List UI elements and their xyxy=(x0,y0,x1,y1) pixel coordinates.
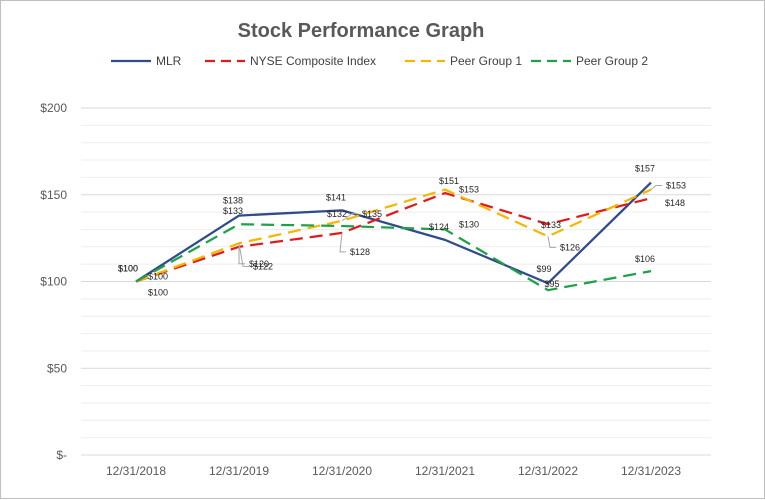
series-line-peer-group-1 xyxy=(135,188,652,283)
data-label: $138 xyxy=(223,196,243,206)
x-tick-label: 12/31/2021 xyxy=(415,464,475,478)
data-label: $100 xyxy=(118,264,138,274)
legend-item[interactable]: NYSE Composite Index xyxy=(205,54,376,68)
series-line-peer-group-2 xyxy=(135,223,652,292)
series-line-mlr xyxy=(135,181,652,285)
series-line-nyse-composite-index xyxy=(135,191,652,283)
legend-item[interactable]: Peer Group 1 xyxy=(405,54,522,68)
data-label: $132 xyxy=(327,209,347,219)
legend-label: MLR xyxy=(156,54,182,68)
data-label-leader xyxy=(339,232,346,253)
legend-item[interactable]: Peer Group 2 xyxy=(531,54,648,68)
x-tick-label: 12/31/2020 xyxy=(312,464,372,478)
data-label: $99 xyxy=(536,264,551,274)
data-label-leader xyxy=(650,185,662,190)
data-label: $153 xyxy=(459,185,479,195)
data-label: $153 xyxy=(666,181,686,191)
data-label: $106 xyxy=(635,254,655,264)
x-tick-label: 12/31/2023 xyxy=(621,464,681,478)
y-tick-label: $- xyxy=(56,448,67,462)
data-label: $133 xyxy=(223,206,243,216)
data-label-leader xyxy=(341,213,358,222)
x-tick-label: 12/31/2018 xyxy=(106,464,166,478)
x-tick-label: 12/31/2022 xyxy=(518,464,578,478)
data-label-leader xyxy=(238,243,249,267)
data-label: $120 xyxy=(249,259,269,269)
legend-label: Peer Group 2 xyxy=(576,54,648,68)
data-label: $157 xyxy=(635,164,655,174)
y-tick-label: $200 xyxy=(40,101,67,115)
data-label: $100 xyxy=(118,264,138,274)
x-tick-label: 12/31/2019 xyxy=(209,464,269,478)
y-tick-label: $150 xyxy=(40,188,67,202)
data-label: $135 xyxy=(362,209,382,219)
data-label: $122 xyxy=(253,261,273,271)
data-label-leader xyxy=(547,236,556,248)
data-label: $126 xyxy=(560,242,580,252)
y-tick-label: $100 xyxy=(40,275,67,289)
data-label: $133 xyxy=(541,220,561,230)
data-label: $100 xyxy=(148,272,168,282)
legend-item[interactable]: MLR xyxy=(111,54,182,68)
y-tick-label: $50 xyxy=(47,361,67,375)
data-label: $130 xyxy=(459,219,479,229)
data-label: $100 xyxy=(148,288,168,298)
data-label: $148 xyxy=(665,198,685,208)
data-label: $141 xyxy=(326,192,346,202)
data-label: $128 xyxy=(350,247,370,257)
data-label: $95 xyxy=(544,279,559,289)
chart-title: Stock Performance Graph xyxy=(238,20,485,42)
data-label: $124 xyxy=(429,222,449,232)
legend-label: NYSE Composite Index xyxy=(250,54,376,68)
legend-label: Peer Group 1 xyxy=(450,54,522,68)
data-label: $151 xyxy=(439,176,459,186)
